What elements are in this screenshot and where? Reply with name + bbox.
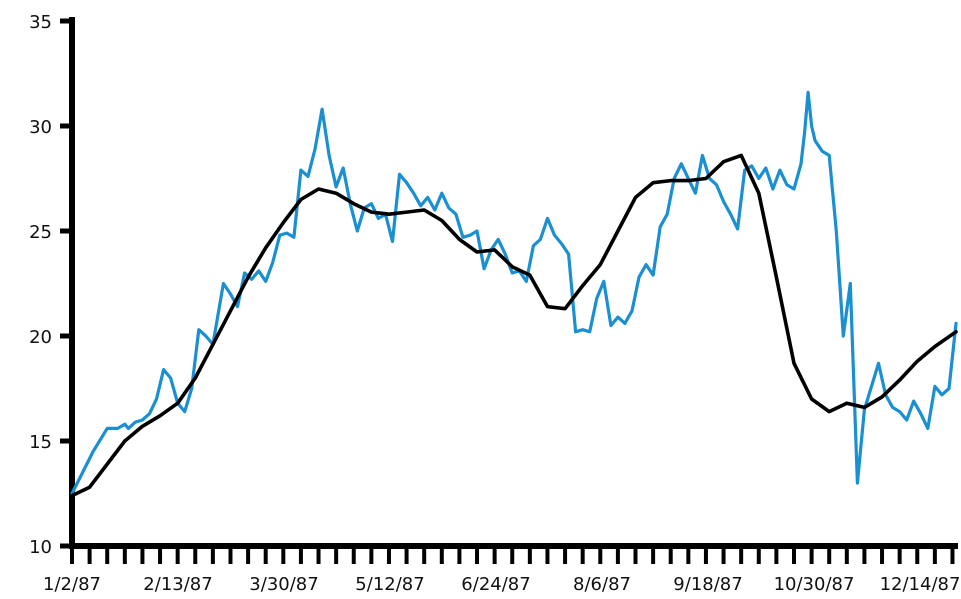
x-tick-label-7: 10/30/87	[774, 574, 855, 595]
series-raw-line	[70, 90, 958, 496]
x-tick-label-8: 12/14/87	[880, 574, 961, 595]
tick-labels: 35 30 25 20 15 10 1/2/87 2/13/87 3/30/87…	[29, 12, 960, 595]
x-tick-label-4: 6/24/87	[461, 574, 530, 595]
y-tick-label-30: 30	[29, 117, 52, 138]
y-tick-label-20: 20	[29, 327, 52, 348]
x-tick-label-0: 1/2/87	[43, 574, 101, 595]
y-tick-label-15: 15	[29, 432, 52, 453]
x-tick-label-3: 5/12/87	[355, 574, 424, 595]
y-tick-label-35: 35	[29, 12, 52, 33]
y-tick-label-25: 25	[29, 222, 52, 243]
x-tick-label-1: 2/13/87	[143, 574, 212, 595]
x-tick-label-5: 8/6/87	[573, 574, 631, 595]
axes	[60, 17, 958, 564]
x-tick-label-6: 9/18/87	[673, 574, 742, 595]
series-smoothed-line	[70, 153, 958, 498]
x-tick-label-2: 3/30/87	[249, 574, 318, 595]
y-tick-label-10: 10	[29, 537, 52, 558]
